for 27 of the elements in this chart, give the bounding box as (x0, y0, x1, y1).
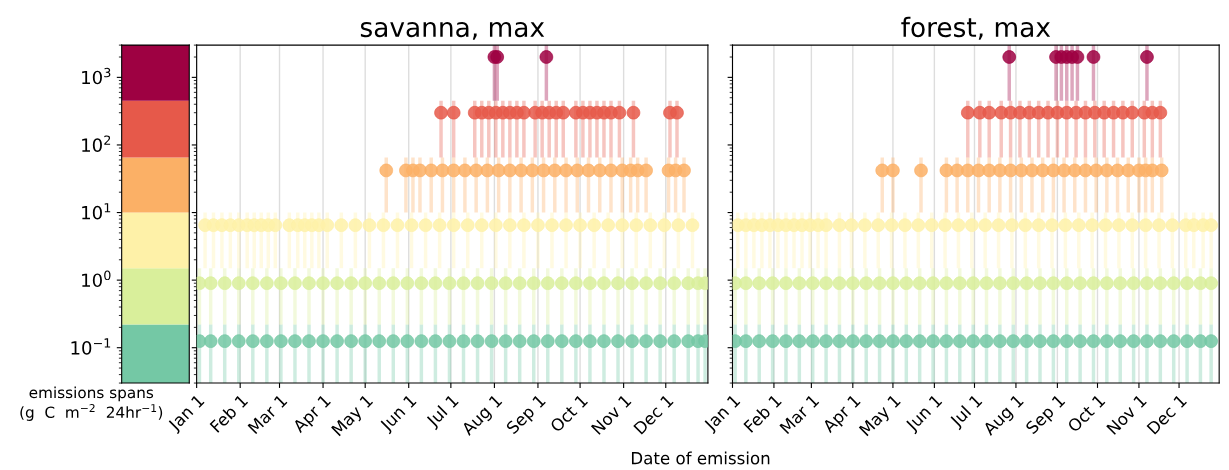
x-tick-label: Jan 1 (166, 394, 207, 435)
y-tick-label: 10$^{2}$ (82, 135, 111, 152)
x-tick-label: Jul 1 (424, 393, 462, 431)
x-tick-label: Mar 1 (247, 394, 288, 435)
x-tick-label: Sep 1 (505, 394, 549, 437)
x-tick-label: Apr 1 (291, 394, 331, 434)
x-tick-label: Nov 1 (590, 394, 632, 435)
chart-title: savanna, max (360, 22, 545, 40)
x-tick-label: Dec 1 (1146, 394, 1188, 435)
y-tick-label: 10$^{−1}$ (71, 338, 111, 355)
x-axis-title: emissions spans (g C m$^{−2}$ 24hr$^{−1}$) (20, 386, 163, 421)
x-tick-label: Jan 1 (702, 394, 743, 435)
x-tick-label: Dec 1 (633, 394, 674, 435)
y-tick-label: 10$^{3}$ (82, 67, 111, 85)
x-tick-label: Jul 1 (948, 393, 985, 431)
x-tick-label: Aug 1 (982, 394, 1027, 439)
chart-title: forest, max (901, 16, 1051, 40)
x-tick-label: Nov 1 (1106, 394, 1147, 435)
x-tick-label: Jun 1 (904, 394, 945, 435)
x-tick-label: Feb 1 (209, 393, 249, 433)
y-tick-label: 10$^{0}$ (82, 270, 111, 288)
x-axis-title: Date of emission (631, 451, 770, 465)
x-tick-label: Sep 1 (1024, 394, 1068, 437)
y-tick-label: 10$^{1}$ (82, 203, 111, 220)
x-tick-label: Oct 1 (1066, 394, 1106, 433)
x-tick-label: Oct 1 (549, 394, 589, 433)
x-tick-label: Jun 1 (378, 394, 419, 435)
